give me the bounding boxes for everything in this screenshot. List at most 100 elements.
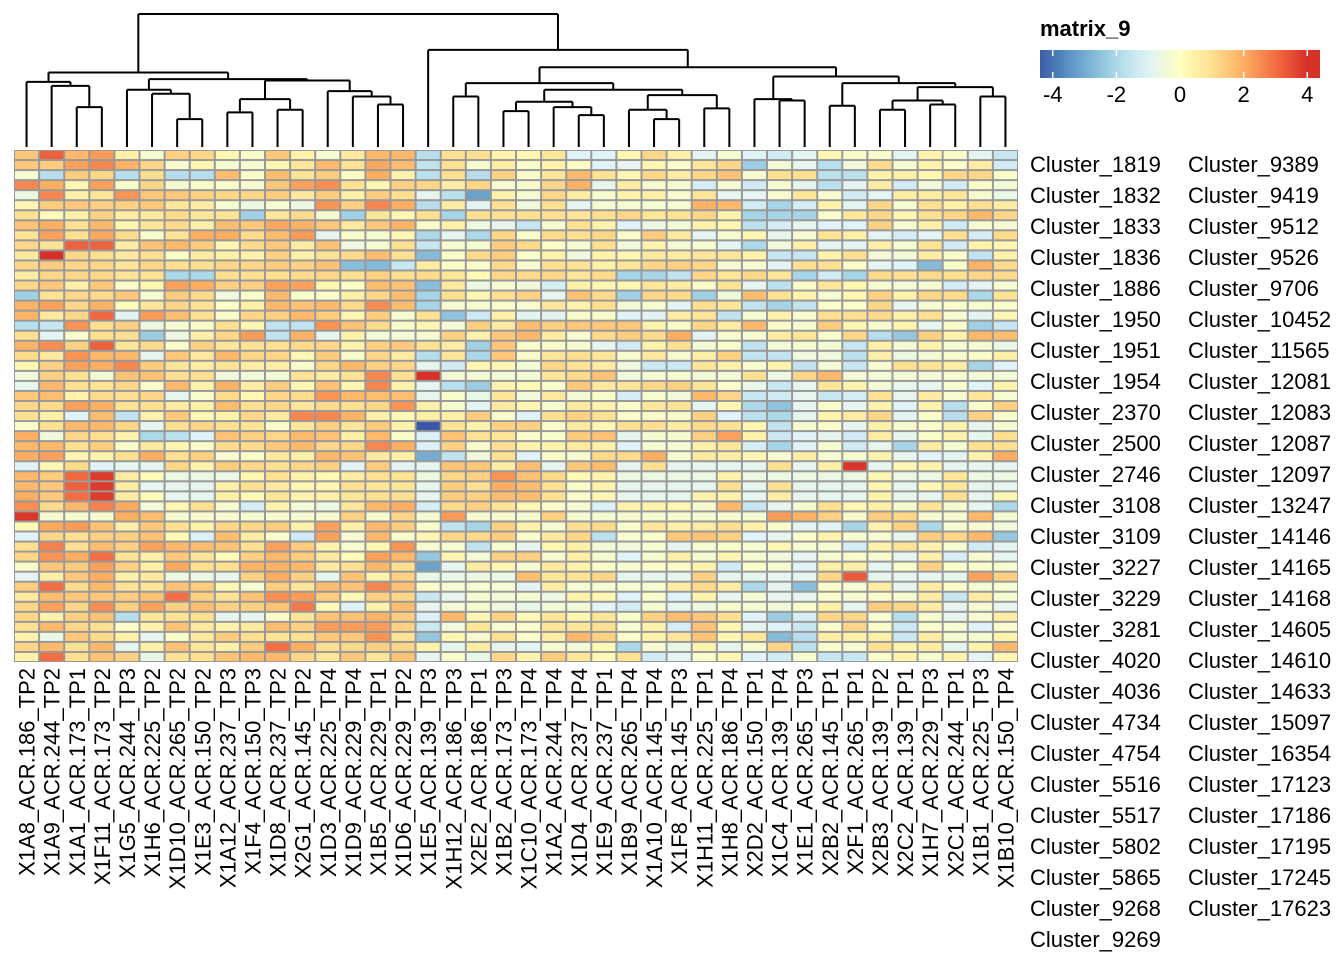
- heatmap-cell: [717, 261, 741, 270]
- heatmap-cell: [968, 562, 992, 571]
- heatmap-cell: [542, 462, 566, 471]
- heatmap-cell: [692, 442, 716, 451]
- heatmap-cell: [717, 311, 741, 320]
- heatmap-cell: [993, 422, 1017, 431]
- heatmap-cell: [115, 151, 139, 160]
- heatmap-cell: [65, 542, 89, 551]
- heatmap-cell: [165, 371, 189, 380]
- heatmap-cell: [240, 281, 264, 290]
- heatmap-cell: [215, 351, 239, 360]
- heatmap-cell: [65, 171, 89, 180]
- heatmap-cell: [642, 301, 666, 310]
- heatmap-cell: [341, 522, 365, 531]
- heatmap-cell: [717, 151, 741, 160]
- heatmap-cell: [391, 562, 415, 571]
- heatmap-cell: [592, 281, 616, 290]
- heatmap-cell: [617, 572, 641, 581]
- heatmap-cell: [818, 552, 842, 561]
- heatmap-cell: [40, 432, 64, 441]
- heatmap-cell: [742, 472, 766, 481]
- heatmap-cell: [517, 532, 541, 541]
- heatmap-cell: [692, 612, 716, 621]
- dendrogram-branch: [916, 86, 994, 101]
- heatmap-cell: [291, 612, 315, 621]
- heatmap-cell: [140, 542, 164, 551]
- heatmap-cell: [793, 301, 817, 310]
- heatmap-cell: [667, 151, 691, 160]
- heatmap-cell: [768, 251, 792, 260]
- heatmap-cell: [692, 462, 716, 471]
- heatmap-cell: [215, 181, 239, 190]
- heatmap-cell: [943, 412, 967, 421]
- heatmap-cell: [240, 452, 264, 461]
- heatmap-cell: [190, 271, 214, 280]
- heatmap-cell: [291, 241, 315, 250]
- heatmap-cell: [441, 582, 465, 591]
- heatmap-cell: [266, 502, 290, 511]
- heatmap-cell: [642, 412, 666, 421]
- heatmap-cell: [466, 452, 490, 461]
- heatmap-cell: [341, 612, 365, 621]
- heatmap-cell: [491, 161, 515, 170]
- heatmap-cell: [215, 401, 239, 411]
- heatmap-cell: [642, 472, 666, 481]
- heatmap-cell: [567, 412, 591, 421]
- heatmap-cell: [416, 161, 440, 170]
- heatmap-cell: [742, 291, 766, 300]
- heatmap-cell: [65, 582, 89, 591]
- heatmap-cell: [366, 241, 390, 250]
- heatmap-cell: [843, 442, 867, 451]
- heatmap-cell: [742, 371, 766, 380]
- heatmap-cell: [15, 351, 39, 360]
- heatmap-cell: [491, 632, 515, 641]
- heatmap-cell: [843, 301, 867, 310]
- heatmap-cell: [341, 401, 365, 411]
- heatmap-cell: [868, 582, 892, 591]
- heatmap-cell: [968, 261, 992, 270]
- heatmap-cell: [893, 271, 917, 280]
- heatmap-cell: [567, 602, 591, 611]
- heatmap-cell: [868, 191, 892, 200]
- heatmap-cell: [190, 532, 214, 541]
- heatmap-cell: [15, 532, 39, 541]
- heatmap-cell: [717, 301, 741, 310]
- heatmap-cell: [943, 191, 967, 200]
- heatmap-cell: [918, 512, 942, 521]
- heatmap-cell: [843, 281, 867, 290]
- heatmap-cell: [266, 622, 290, 631]
- heatmap-cell: [993, 552, 1017, 561]
- heatmap-cell: [642, 502, 666, 511]
- heatmap-cell: [441, 622, 465, 631]
- heatmap-cell: [215, 532, 239, 541]
- heatmap-cell: [366, 412, 390, 421]
- heatmap-cell: [40, 462, 64, 471]
- heatmap-cell: [491, 401, 515, 411]
- heatmap-cell: [517, 472, 541, 481]
- heatmap-cell: [567, 151, 591, 160]
- heatmap-cell: [617, 171, 641, 180]
- heatmap-cell: [818, 301, 842, 310]
- heatmap-cell: [466, 492, 490, 501]
- heatmap-cell: [291, 582, 315, 591]
- heatmap-cell: [366, 442, 390, 451]
- heatmap-cell: [341, 211, 365, 220]
- heatmap-cell: [717, 522, 741, 531]
- heatmap-cell: [943, 452, 967, 461]
- heatmap-cell: [316, 151, 340, 160]
- heatmap-cell: [190, 311, 214, 320]
- heatmap-cell: [542, 622, 566, 631]
- heatmap-cell: [240, 562, 264, 571]
- heatmap-cell: [366, 381, 390, 390]
- heatmap-cell: [717, 211, 741, 220]
- heatmap-cell: [15, 552, 39, 561]
- heatmap-cell: [466, 512, 490, 521]
- heatmap-cell: [793, 582, 817, 591]
- heatmap-cell: [943, 602, 967, 611]
- row-label: Cluster_4020: [1030, 648, 1161, 673]
- heatmap-cell: [366, 572, 390, 581]
- heatmap-cell: [592, 522, 616, 531]
- heatmap-cell: [15, 361, 39, 370]
- heatmap-cell: [65, 191, 89, 200]
- heatmap-cell: [793, 542, 817, 551]
- heatmap-cell: [316, 422, 340, 431]
